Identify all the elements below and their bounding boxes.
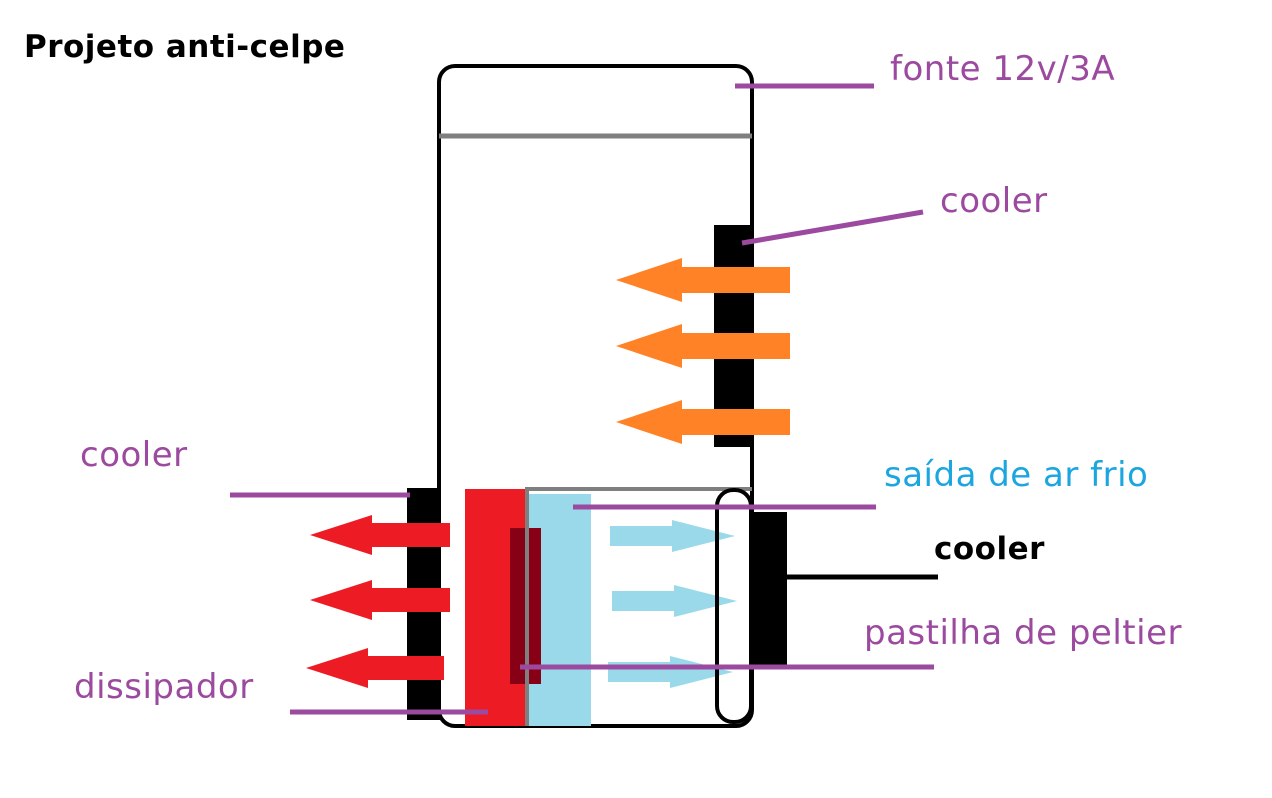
cold-air-arrow bbox=[610, 520, 735, 552]
cooler-right-fan bbox=[750, 512, 787, 666]
label-saida-ar-frio: saída de ar frio bbox=[884, 455, 1149, 495]
orange-arrow bbox=[616, 324, 790, 368]
red-arrow bbox=[310, 515, 450, 555]
label-dissipador: dissipador bbox=[74, 667, 254, 707]
label-cooler-right: cooler bbox=[934, 531, 1045, 567]
red-arrow bbox=[310, 580, 450, 620]
label-cooler-top: cooler bbox=[940, 181, 1048, 221]
label-fonte: fonte 12v/3A bbox=[890, 49, 1116, 89]
diagram-title: Projeto anti-celpe bbox=[24, 29, 346, 65]
orange-arrow bbox=[616, 258, 790, 302]
orange-arrow bbox=[616, 400, 790, 444]
red-arrow bbox=[306, 648, 444, 688]
outlet-frame bbox=[715, 488, 753, 724]
cold-air-arrow bbox=[612, 585, 737, 617]
label-pastilha-peltier: pastilha de peltier bbox=[864, 613, 1182, 653]
cold-air-arrow bbox=[608, 656, 733, 688]
leader-cooler-top bbox=[741, 209, 924, 246]
label-cooler-left: cooler bbox=[80, 435, 188, 475]
